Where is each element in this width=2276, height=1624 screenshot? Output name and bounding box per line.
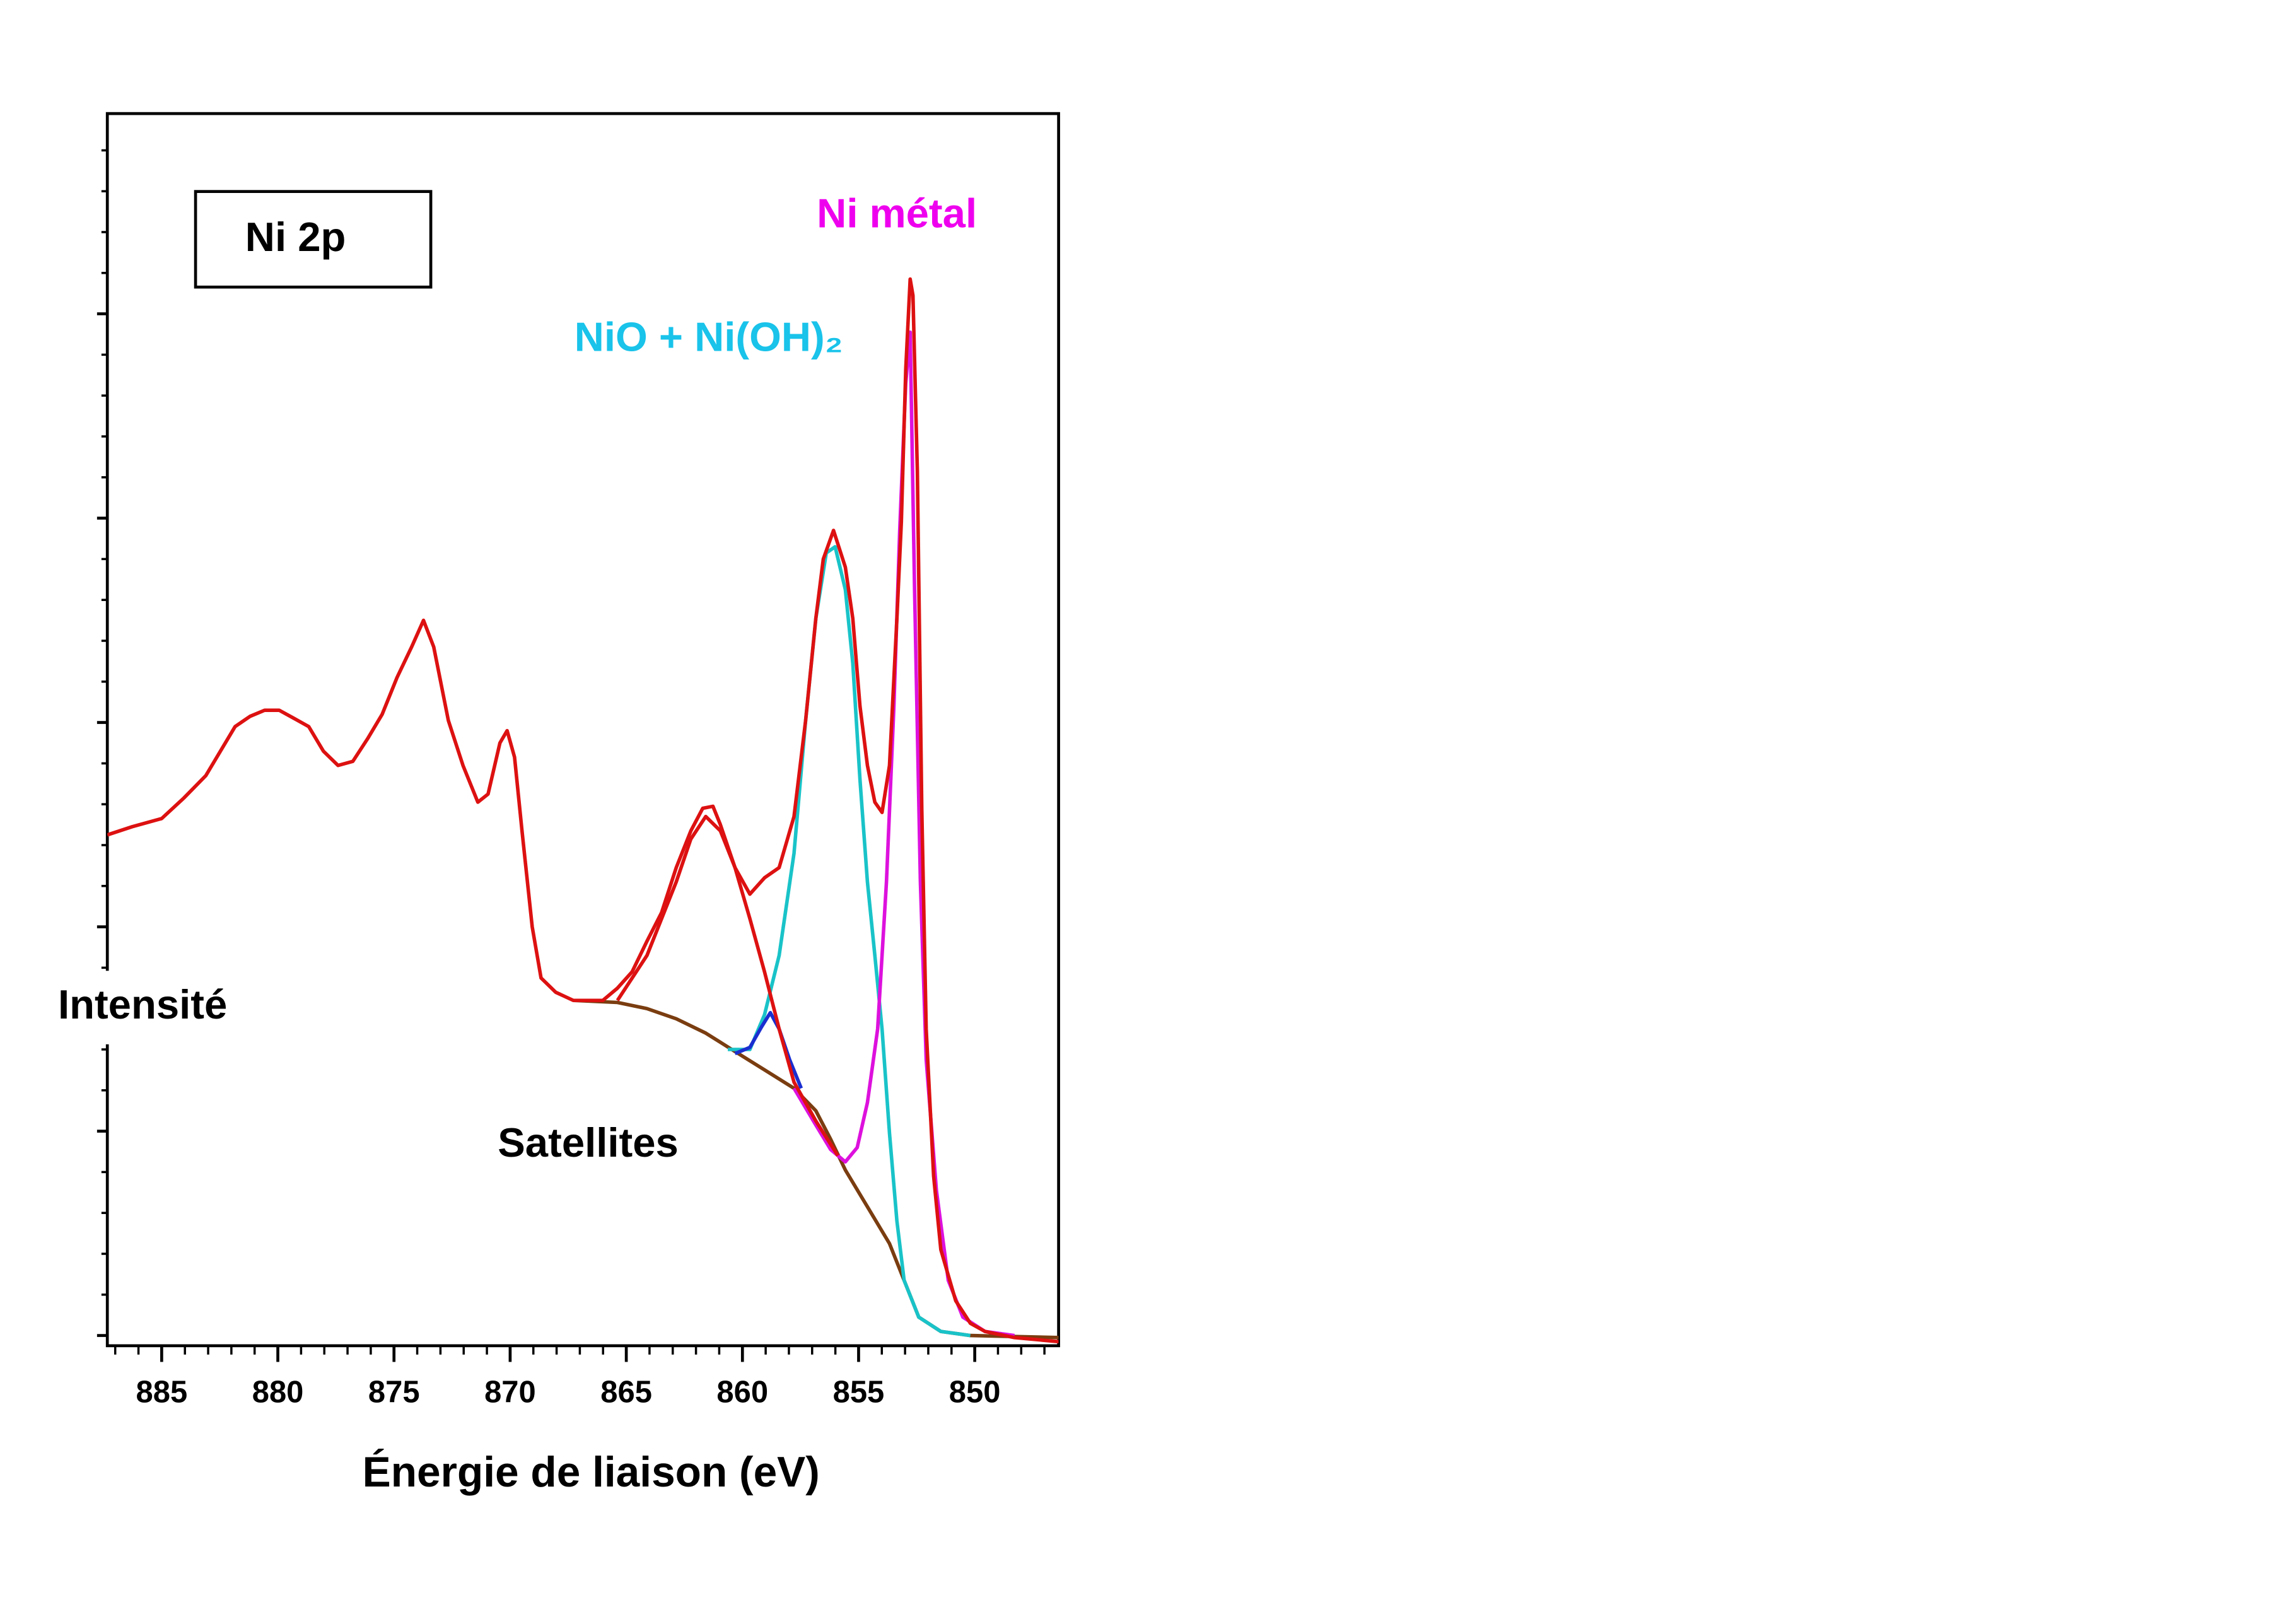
x-tick-label: 885 <box>136 1376 188 1410</box>
plot-frame <box>105 112 1060 1348</box>
chart-title: Ni 2p <box>245 214 346 260</box>
curves <box>107 277 1059 1344</box>
annotation: Satellites <box>498 1119 679 1165</box>
y-label-background <box>29 971 250 1044</box>
annotation: NiO + Ni(OH)₂ <box>575 313 843 359</box>
series-line <box>616 814 840 1157</box>
series-line <box>728 545 971 1338</box>
x-tick-label: 875 <box>368 1376 420 1410</box>
x-tick-label: 880 <box>252 1376 304 1410</box>
annotation: Ni métal <box>817 190 977 237</box>
series-line <box>734 1010 803 1089</box>
x-tick-label: 865 <box>600 1376 652 1410</box>
title-box <box>194 190 433 289</box>
x-tick-label: 860 <box>716 1376 768 1410</box>
series-line <box>107 277 1059 1344</box>
x-tick-label: 870 <box>484 1376 536 1410</box>
x-tick-label: 855 <box>833 1376 885 1410</box>
x-tick-label: 850 <box>949 1376 1001 1410</box>
series-line <box>573 998 1059 1340</box>
x-axis-label: Énergie de liaison (eV) <box>363 1448 820 1496</box>
y-axis-label: Intensité <box>58 981 227 1027</box>
